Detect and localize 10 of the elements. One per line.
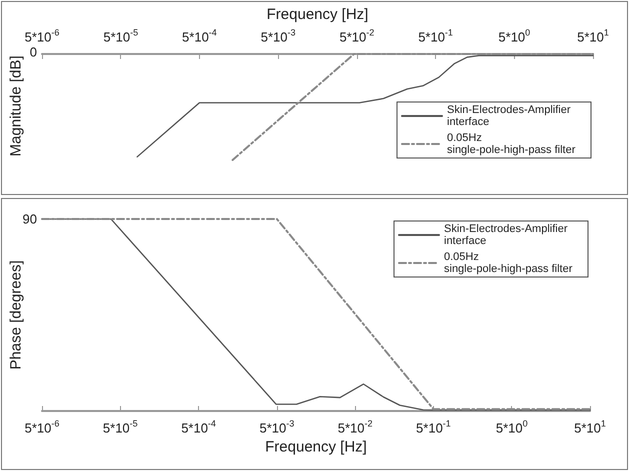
legend-label: Skin-Electrodes-Amplifier interface <box>447 104 574 128</box>
legend-label: Skin-Electrodes-Amplifier interface <box>444 223 571 247</box>
y-axis-title: Phase [degrees] <box>8 260 24 370</box>
x-axis-title: Frequency [Hz] <box>266 6 368 23</box>
y-axis-title: Magnitude [dB] <box>8 56 24 156</box>
text: 90 <box>22 212 37 226</box>
legend-label: 0.05Hz single-pole-high-pass filter <box>444 251 573 275</box>
text: 0 <box>30 44 37 60</box>
x-axis-title: Frequency [Hz] <box>265 438 367 456</box>
legend-label: 0.05Hz single-pole-high-pass filter <box>447 132 576 156</box>
